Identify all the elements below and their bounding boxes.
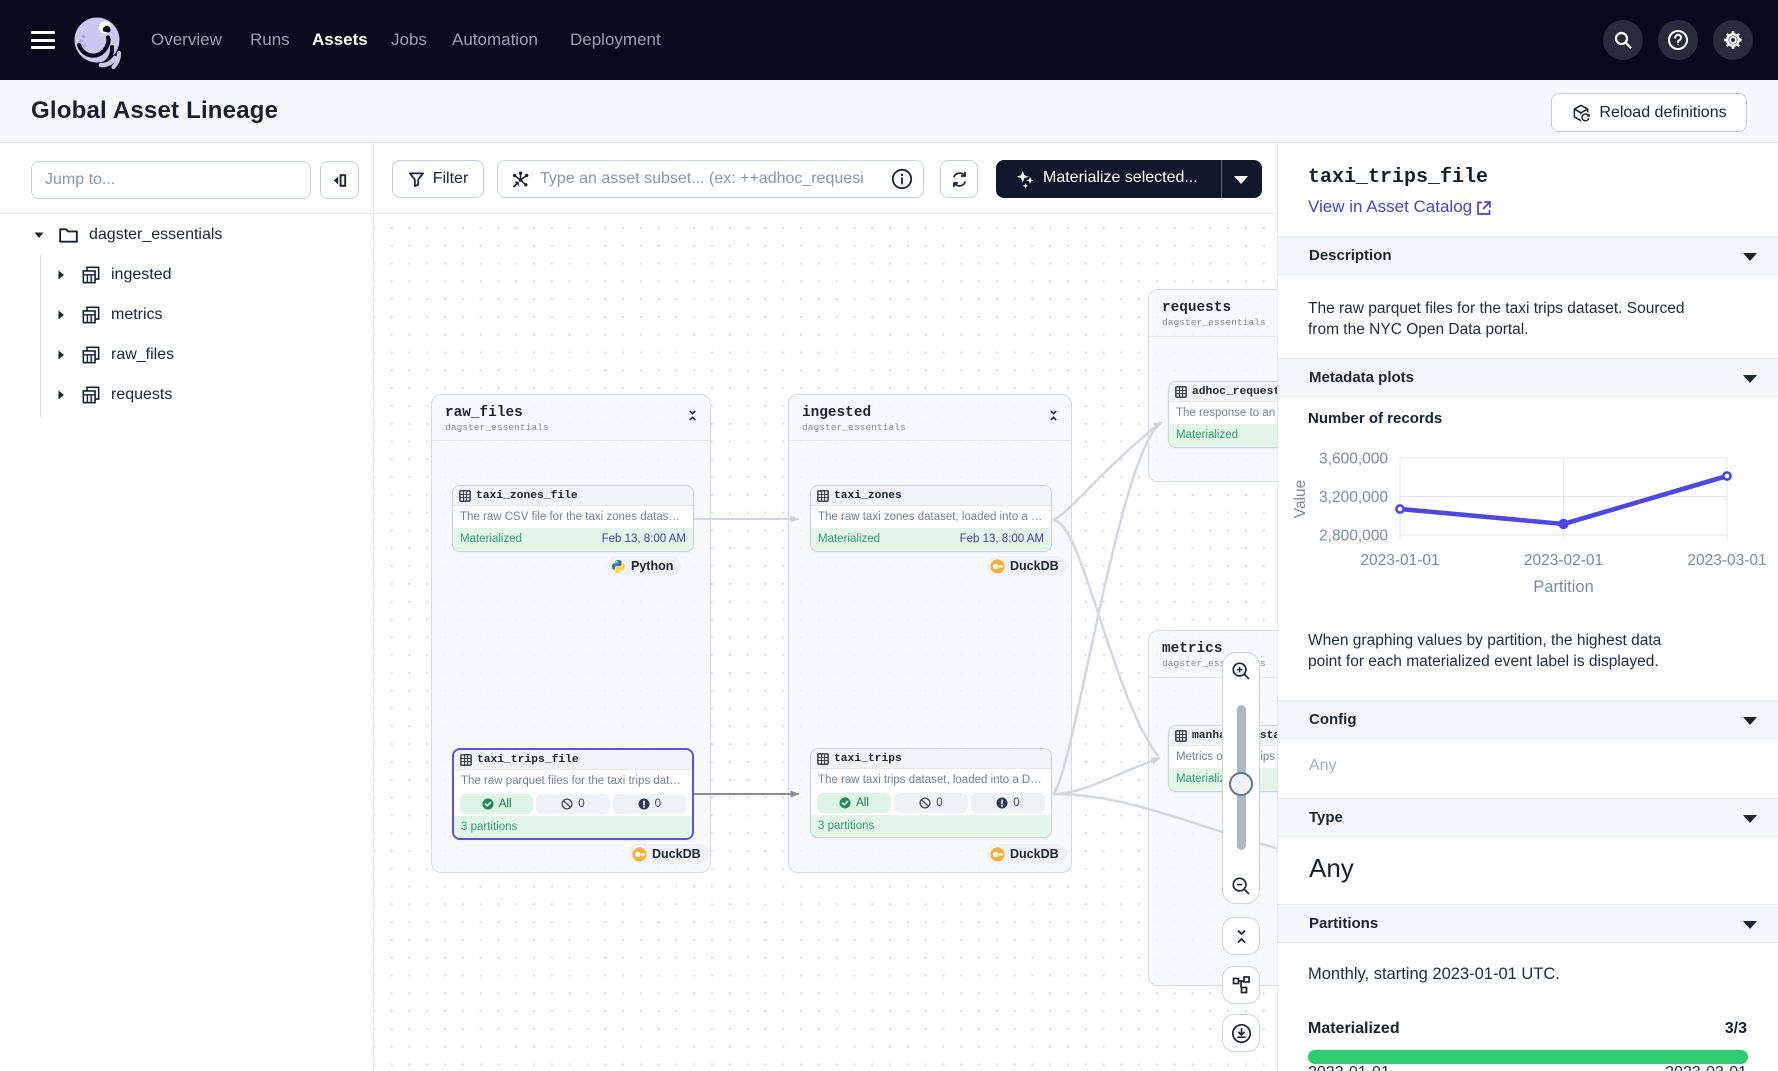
svg-text:Value: Value bbox=[1292, 480, 1309, 519]
svg-text:2,800,000: 2,800,000 bbox=[1319, 528, 1388, 545]
svg-text:Partition: Partition bbox=[1533, 578, 1594, 596]
svg-text:3,600,000: 3,600,000 bbox=[1319, 451, 1388, 468]
svg-text:2023-01-01: 2023-01-01 bbox=[1360, 552, 1439, 569]
svg-text:3,200,000: 3,200,000 bbox=[1319, 489, 1388, 506]
svg-text:2023-03-01: 2023-03-01 bbox=[1687, 552, 1766, 569]
svg-text:2023-02-01: 2023-02-01 bbox=[1524, 552, 1603, 569]
